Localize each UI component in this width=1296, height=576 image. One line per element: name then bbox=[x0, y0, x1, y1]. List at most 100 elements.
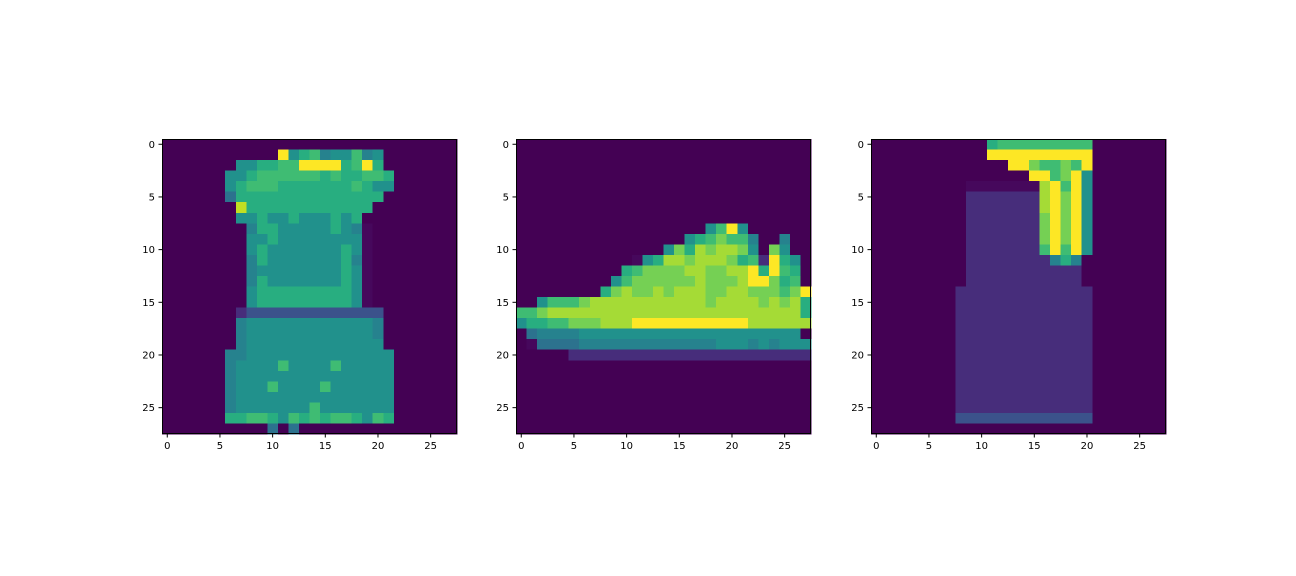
heatmap-cell bbox=[976, 139, 988, 150]
heatmap-cell bbox=[800, 318, 812, 330]
heatmap-cell bbox=[610, 139, 622, 150]
heatmap-cell bbox=[172, 318, 184, 330]
heatmap-cell bbox=[526, 360, 538, 372]
heatmap-cell bbox=[768, 297, 780, 308]
heatmap-cell bbox=[1155, 223, 1167, 235]
heatmap-cell bbox=[246, 139, 258, 150]
heatmap-cell bbox=[1123, 391, 1135, 403]
heatmap-cell bbox=[193, 233, 205, 245]
heatmap-cell bbox=[621, 265, 633, 277]
heatmap-cell bbox=[214, 370, 226, 382]
heatmap-cell bbox=[642, 139, 654, 150]
heatmap-cell bbox=[414, 233, 426, 245]
heatmap-cell bbox=[789, 139, 801, 150]
heatmap-cell bbox=[684, 360, 696, 372]
heatmap-cell bbox=[393, 170, 405, 182]
heatmap-cell bbox=[976, 181, 988, 193]
heatmap-cell bbox=[800, 275, 812, 287]
heatmap-cell bbox=[726, 160, 738, 172]
heatmap-cell bbox=[1071, 381, 1083, 393]
y-tick-label: 25 bbox=[851, 403, 864, 414]
heatmap-cell bbox=[674, 223, 685, 235]
heatmap-cell bbox=[309, 318, 321, 330]
heatmap-cell bbox=[589, 275, 601, 287]
heatmap-cell bbox=[425, 391, 437, 403]
heatmap-cell bbox=[225, 286, 237, 298]
heatmap-cell bbox=[193, 328, 205, 340]
heatmap-cell bbox=[1018, 286, 1030, 298]
heatmap-cell bbox=[610, 160, 622, 172]
heatmap-cell bbox=[393, 412, 405, 424]
heatmap-cell bbox=[955, 223, 967, 235]
heatmap-cell bbox=[1092, 181, 1104, 193]
heatmap-cell bbox=[320, 360, 331, 372]
heatmap-cell bbox=[425, 328, 437, 340]
heatmap-cell bbox=[162, 223, 173, 235]
heatmap-cell bbox=[1071, 275, 1083, 287]
heatmap-cell bbox=[579, 381, 591, 393]
heatmap-cell bbox=[621, 149, 633, 161]
heatmap-cell bbox=[547, 181, 559, 193]
heatmap-cell bbox=[955, 381, 967, 393]
heatmap-cell bbox=[881, 318, 893, 330]
heatmap-cell bbox=[425, 286, 437, 298]
heatmap-cell bbox=[631, 318, 643, 330]
heatmap-cell bbox=[1081, 191, 1093, 203]
heatmap-cell bbox=[716, 233, 728, 245]
heatmap-cell bbox=[246, 181, 258, 193]
heatmap-cell bbox=[768, 233, 780, 245]
heatmap-cell bbox=[435, 254, 447, 266]
heatmap-cell bbox=[955, 202, 967, 214]
heatmap-cell bbox=[558, 360, 570, 372]
heatmap-cell bbox=[871, 191, 882, 203]
heatmap-cell bbox=[934, 286, 946, 298]
heatmap-cell bbox=[923, 223, 935, 235]
heatmap-cell bbox=[621, 233, 633, 245]
heatmap-cell bbox=[246, 170, 258, 182]
heatmap-cell bbox=[214, 275, 226, 287]
heatmap-cell bbox=[695, 318, 707, 330]
heatmap-cell bbox=[372, 139, 384, 150]
heatmap-cell bbox=[1071, 370, 1083, 382]
x-tick-label: 15 bbox=[319, 441, 332, 452]
heatmap-cell bbox=[320, 265, 331, 277]
heatmap-cell bbox=[600, 391, 612, 403]
heatmap-cell bbox=[1039, 202, 1051, 214]
heatmap-cell bbox=[1007, 191, 1019, 203]
heatmap-cell bbox=[1092, 339, 1104, 351]
heatmap-cell bbox=[372, 275, 384, 287]
heatmap-cell bbox=[183, 360, 195, 372]
heatmap-cell bbox=[162, 160, 173, 172]
heatmap-cell bbox=[446, 233, 458, 245]
heatmap-cell bbox=[1123, 265, 1135, 277]
heatmap-cell bbox=[652, 244, 664, 256]
heatmap-cell bbox=[1018, 139, 1030, 150]
heatmap-cell bbox=[997, 170, 1009, 182]
heatmap-cell bbox=[537, 423, 549, 435]
heatmap-cell bbox=[976, 381, 988, 393]
heatmap-cell bbox=[1123, 402, 1135, 414]
heatmap-cell bbox=[1018, 212, 1030, 224]
heatmap-cell bbox=[235, 191, 247, 203]
heatmap-cell bbox=[716, 254, 728, 266]
heatmap-cell bbox=[547, 328, 559, 340]
heatmap-cell bbox=[610, 275, 622, 287]
heatmap-cell bbox=[758, 233, 770, 245]
heatmap-cell bbox=[246, 160, 258, 172]
heatmap-cell bbox=[1155, 212, 1167, 224]
heatmap-cell bbox=[610, 149, 622, 161]
heatmap-cell bbox=[944, 254, 956, 266]
heatmap-cell bbox=[737, 149, 749, 161]
heatmap-cell bbox=[579, 275, 591, 287]
heatmap-cell bbox=[600, 160, 612, 172]
heatmap-cell bbox=[393, 318, 405, 330]
heatmap-cell bbox=[288, 381, 300, 393]
heatmap-cell bbox=[1134, 160, 1146, 172]
heatmap-cell bbox=[1113, 160, 1125, 172]
heatmap-cell bbox=[288, 202, 300, 214]
heatmap-cell bbox=[193, 254, 205, 266]
heatmap-cell bbox=[256, 212, 268, 224]
heatmap-cell bbox=[934, 212, 946, 224]
heatmap-cell bbox=[705, 170, 717, 182]
heatmap-cell bbox=[204, 244, 216, 256]
